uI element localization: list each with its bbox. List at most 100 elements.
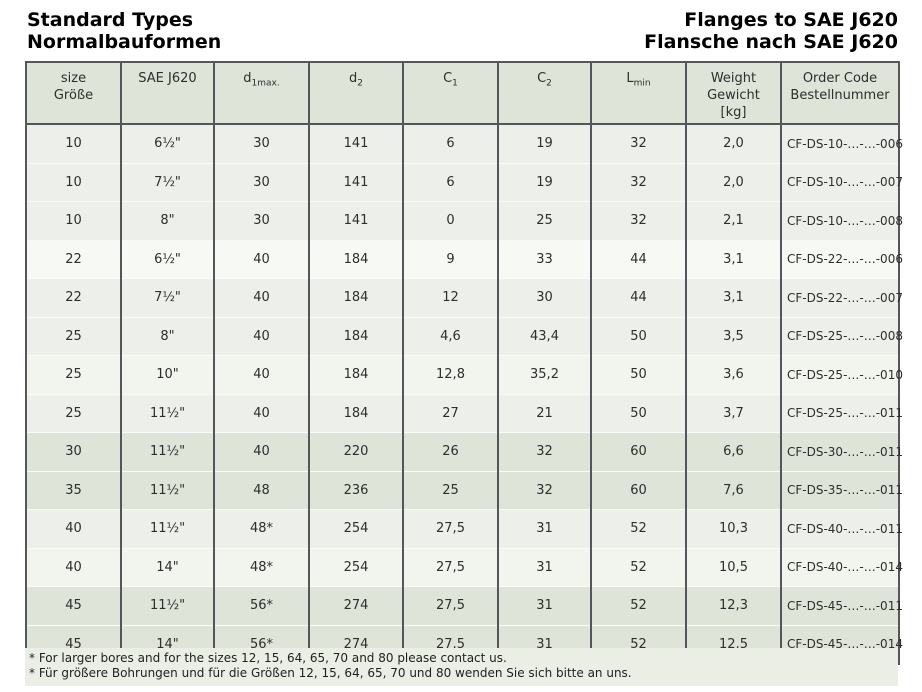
title-right: Flanges to SAE J620 Flansche nach SAE J6… xyxy=(644,9,898,53)
table-cell: 27,5 xyxy=(402,586,499,625)
table-cell: 50 xyxy=(590,393,687,433)
table-cell: 56* xyxy=(213,586,310,625)
table-cell: 3,1 xyxy=(685,278,782,317)
order-code-cell: CF-DS-40-…-…-014 xyxy=(780,547,903,587)
table-cell: 48 xyxy=(213,470,310,510)
table-cell: 48* xyxy=(213,509,310,548)
table-cell: 32 xyxy=(590,162,687,202)
table-cell: 6½" xyxy=(120,124,215,163)
order-code-cell: CF-DS-35-…-…-011 xyxy=(780,470,903,510)
column-header: size Größe xyxy=(25,62,122,125)
table-cell: 6½" xyxy=(120,239,215,279)
column-header: SAE J620 xyxy=(120,62,215,125)
table-cell: 30 xyxy=(213,162,310,202)
title-normalbauformen: Normalbauformen xyxy=(27,31,222,53)
table-cell: 32 xyxy=(590,124,687,163)
table-cell: 40 xyxy=(213,278,310,317)
table-cell: 11½" xyxy=(120,509,215,548)
table-cell: 14" xyxy=(120,547,215,587)
order-code-cell: CF-DS-45-…-…-011 xyxy=(780,586,903,625)
table-cell: 26 xyxy=(402,432,499,471)
table-cell: 2,1 xyxy=(685,201,782,240)
table-cell: 10 xyxy=(25,162,122,202)
table-cell: 44 xyxy=(590,278,687,317)
table-row: 40 11½" 48* 254 27,5 31 52 10,3 CF-DS-40-…-…-011 xyxy=(25,509,903,548)
table-cell: 254 xyxy=(308,547,404,587)
title-standard-types: Standard Types xyxy=(27,9,194,31)
table-cell: 141 xyxy=(308,124,404,163)
table-row: 10 7½" 30 141 6 19 32 2,0 CF-DS-10-…-…-007 xyxy=(25,162,903,202)
table-row: 10 8" 30 141 0 25 32 2,1 CF-DS-10-…-…-008 xyxy=(25,201,903,240)
table-cell: 184 xyxy=(308,355,404,394)
table-cell: 52 xyxy=(590,509,687,548)
table-row: 45 11½" 56* 274 27,5 31 52 12,3 CF-DS-45-…-…-011 xyxy=(25,586,903,625)
table-cell: 40 xyxy=(25,547,122,587)
table-cell: 184 xyxy=(308,239,404,279)
table-cell: 11½" xyxy=(120,432,215,471)
table-cell: 60 xyxy=(590,470,687,510)
order-code-cell: CF-DS-22-…-…-006 xyxy=(780,239,903,279)
table-cell: 8" xyxy=(120,201,215,240)
table-cell: 32 xyxy=(497,432,592,471)
table-row: 30 11½" 40 220 26 32 60 6,6 CF-DS-30-…-…-011 xyxy=(25,432,903,471)
column-header: Order Code Bestellnummer xyxy=(780,62,900,125)
table-cell: 31 xyxy=(497,586,592,625)
title-left: Standard Types Normalbauformen xyxy=(27,9,221,53)
table-cell: 7½" xyxy=(120,278,215,317)
table-header-row: size Größe SAE J620 d1max. d2 C1 C2 Lmin Weight G… xyxy=(25,62,900,125)
table-cell: 22 xyxy=(25,278,122,317)
table-cell: 31 xyxy=(497,509,592,548)
table-cell: 12 xyxy=(402,278,499,317)
table-body: 10 6½" 30 141 6 19 32 2,0 CF-DS-10-…-…-006 10 7½" 3… xyxy=(25,124,903,664)
table-cell: 10 xyxy=(25,201,122,240)
table-cell: 40 xyxy=(213,432,310,471)
title-flansche-sae: Flansche nach SAE J620 xyxy=(644,31,898,53)
table-row: 35 11½" 48 236 25 32 60 7,6 CF-DS-35-…-…-011 xyxy=(25,470,903,510)
table-cell: 141 xyxy=(308,201,404,240)
column-header: d2 xyxy=(308,62,404,125)
table-cell: 3,1 xyxy=(685,239,782,279)
table-row: 40 14" 48* 254 27,5 31 52 10,5 CF-DS-40-…-…-014 xyxy=(25,547,903,587)
column-header: Weight Gewicht [kg] xyxy=(685,62,782,125)
table-row: 10 6½" 30 141 6 19 32 2,0 CF-DS-10-…-…-006 xyxy=(25,124,903,163)
table-cell: 10 xyxy=(25,124,122,163)
order-code-cell: CF-DS-25-…-…-010 xyxy=(780,355,903,394)
table-cell: 9 xyxy=(402,239,499,279)
table-cell: 22 xyxy=(25,239,122,279)
table-cell: 0 xyxy=(402,201,499,240)
table-cell: 45 xyxy=(25,586,122,625)
table-cell: 11½" xyxy=(120,470,215,510)
table-cell: 25 xyxy=(25,393,122,433)
table-cell: 25 xyxy=(402,470,499,510)
table-cell: 27 xyxy=(402,393,499,433)
title-flanges-sae: Flanges to SAE J620 xyxy=(684,9,898,31)
table-cell: 141 xyxy=(308,162,404,202)
table-cell: 30 xyxy=(497,278,592,317)
table-cell: 10" xyxy=(120,355,215,394)
table-cell: 31 xyxy=(497,547,592,587)
table-cell: 19 xyxy=(497,162,592,202)
order-code-cell: CF-DS-25-…-…-008 xyxy=(780,316,903,356)
table-cell: 6,6 xyxy=(685,432,782,471)
column-header: C1 xyxy=(402,62,499,125)
table-cell: 236 xyxy=(308,470,404,510)
table-row: 22 6½" 40 184 9 33 44 3,1 CF-DS-22-…-…-006 xyxy=(25,239,903,279)
table-cell: 30 xyxy=(25,432,122,471)
table-cell: 40 xyxy=(213,355,310,394)
column-header: d1max. xyxy=(213,62,310,125)
table-cell: 32 xyxy=(590,201,687,240)
table-cell: 45 xyxy=(25,624,122,664)
table-cell: 30 xyxy=(213,124,310,163)
table-cell: 10,5 xyxy=(685,547,782,587)
table-cell: 254 xyxy=(308,509,404,548)
order-code-cell: CF-DS-10-…-…-008 xyxy=(780,201,903,240)
order-code-cell: CF-DS-25-…-…-011 xyxy=(780,393,903,433)
table-cell: 48* xyxy=(213,547,310,587)
table-cell: 12,8 xyxy=(402,355,499,394)
table-cell: 30 xyxy=(213,201,310,240)
table-cell: 25 xyxy=(25,316,122,356)
table-cell: 44 xyxy=(590,239,687,279)
table-cell: 19 xyxy=(497,124,592,163)
table-cell: 60 xyxy=(590,432,687,471)
